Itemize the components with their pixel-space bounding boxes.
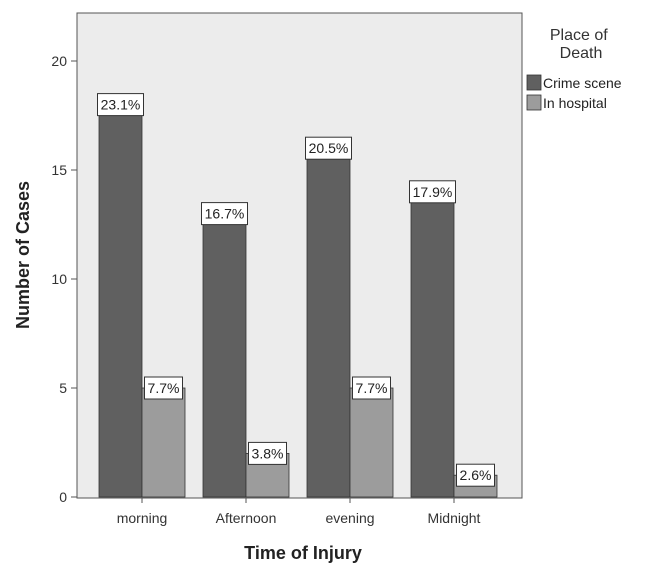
data-label-in-hospital-midnight: 2.6% (456, 463, 495, 487)
data-label-box (201, 202, 248, 226)
data-label-in-hospital-afternoon: 3.8% (248, 441, 287, 465)
data-label-box (456, 463, 495, 487)
bars-layer: 23.1% 7.7% 16.7% 3.8% 20.5% 7.7% 17.9% 2.6% (97, 93, 498, 498)
data-label-box (409, 180, 456, 204)
data-label-crime-scene-morning: 23.1% (97, 93, 144, 117)
legend-swatch-crime-scene (526, 74, 542, 91)
y-tick-label: 0 (59, 489, 67, 505)
data-label-box (144, 376, 183, 400)
bar-in-hospital-morning (141, 387, 186, 498)
data-label-text: 16.7% (205, 206, 245, 222)
legend-title-line-2: Death (560, 45, 603, 62)
data-label-text: 17.9% (413, 184, 453, 200)
legend-label-in-hospital: In hospital (543, 95, 607, 111)
data-label-box (352, 376, 391, 400)
y-tick-label: 5 (59, 380, 67, 396)
data-label-box (97, 93, 144, 117)
legend-swatch-in-hospital (526, 94, 542, 111)
data-label-text: 2.6% (460, 467, 492, 483)
data-label-text: 3.8% (252, 445, 284, 461)
legend-title-line-1: Place of (550, 27, 608, 44)
data-label-text: 23.1% (101, 97, 141, 113)
x-tick-label: Afternoon (216, 510, 277, 526)
data-label-text: 20.5% (309, 140, 349, 156)
y-tick-label: 10 (51, 271, 67, 287)
data-label-in-hospital-evening: 7.7% (352, 376, 391, 400)
x-tick-label: Midnight (428, 510, 481, 526)
data-label-text: 7.7% (148, 380, 180, 396)
y-tick-label: 15 (51, 162, 67, 178)
axes-layer: 0 5 10 15 20 morning Afternoon evening Midnight (51, 53, 480, 526)
bar-crime-scene-evening (306, 147, 351, 498)
data-label-crime-scene-midnight: 17.9% (409, 180, 456, 204)
y-tick-label: 20 (51, 53, 67, 69)
data-label-crime-scene-evening: 20.5% (305, 136, 352, 160)
x-tick-label: evening (325, 510, 374, 526)
data-label-box (305, 136, 352, 160)
x-axis-title: Time of Injury (244, 543, 362, 563)
data-label-box (248, 441, 287, 465)
bar-in-hospital-evening (349, 387, 394, 498)
legend-label-crime-scene: Crime scene (543, 75, 622, 91)
bar-crime-scene-morning (98, 104, 143, 498)
x-tick-label: morning (117, 510, 168, 526)
y-axis-title: Number of Cases (13, 181, 33, 329)
bar-crime-scene-midnight (410, 191, 455, 498)
legend-title: Place of Death (550, 27, 612, 62)
data-label-text: 7.7% (356, 380, 388, 396)
data-label-crime-scene-afternoon: 16.7% (201, 202, 248, 226)
data-label-in-hospital-morning: 7.7% (144, 376, 183, 400)
bar-crime-scene-afternoon (202, 213, 247, 498)
legend: Place of Death Crime scene In hospital (526, 27, 622, 111)
